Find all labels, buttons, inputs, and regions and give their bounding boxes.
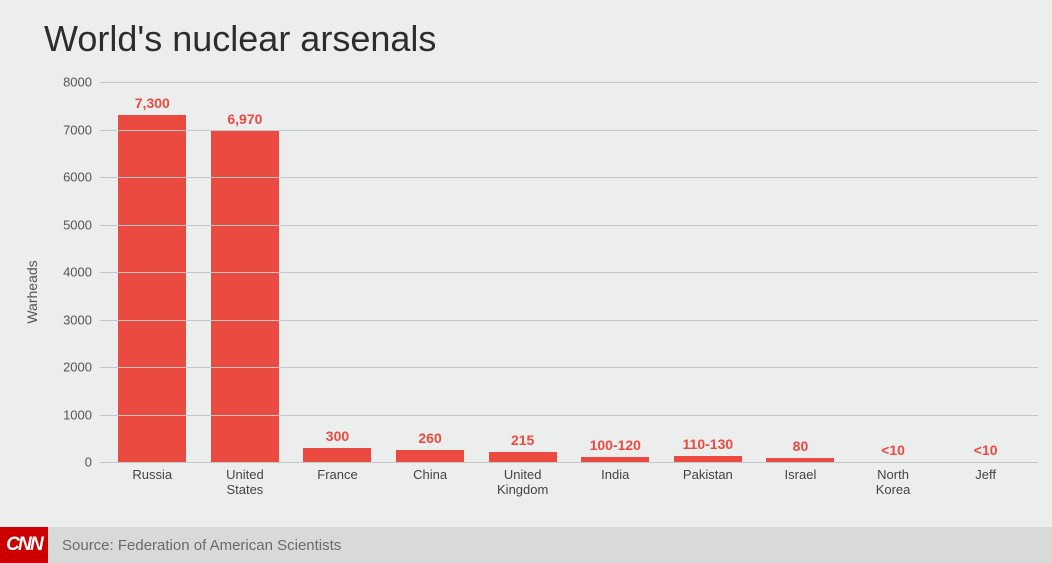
bar <box>396 450 464 462</box>
footer: CNN Source: Federation of American Scien… <box>0 527 1052 563</box>
bar-value-label: 110-130 <box>683 436 734 452</box>
bar-value-label: 100-120 <box>590 437 641 453</box>
bar-value-label: 7,300 <box>135 95 170 111</box>
x-axis-label: India <box>569 462 662 502</box>
ytick-label: 8000 <box>63 75 92 90</box>
x-axis-label: Jeff <box>939 462 1032 502</box>
plot-area: 7,300 6,970 300 260 215 100-120 110-130 80 <10 <1… <box>100 82 1038 462</box>
x-axis-label: France <box>291 462 384 502</box>
source-text: Source: Federation of American Scientist… <box>62 537 341 554</box>
gridline <box>100 320 1038 321</box>
ytick-label: 3000 <box>63 312 92 327</box>
bar-value-label: <10 <box>881 442 905 458</box>
ytick-label: 4000 <box>63 265 92 280</box>
x-axis-label: China <box>384 462 477 502</box>
gridline <box>100 272 1038 273</box>
bar-value-label: <10 <box>974 442 998 458</box>
x-axis-label: UnitedStates <box>199 462 292 502</box>
ytick-label: 7000 <box>63 122 92 137</box>
bar <box>303 448 371 462</box>
chart: Warheads 7,3006,970300260215100-120110-1… <box>44 82 1038 502</box>
x-axis-label: Israel <box>754 462 847 502</box>
x-axis-label: Pakistan <box>662 462 755 502</box>
ytick-label: 6000 <box>63 170 92 185</box>
x-axis-label: UnitedKingdom <box>476 462 569 502</box>
bar-value-label: 260 <box>418 430 441 446</box>
ytick-label: 2000 <box>63 360 92 375</box>
bar <box>118 115 186 462</box>
ytick-label: 1000 <box>63 407 92 422</box>
gridline <box>100 130 1038 131</box>
x-axis-labels: RussiaUnitedStatesFranceChinaUnitedKingd… <box>100 462 1038 502</box>
bar-value-label: 6,970 <box>227 111 262 127</box>
bar <box>489 452 557 462</box>
x-axis-label: Russia <box>106 462 199 502</box>
gridline <box>100 177 1038 178</box>
gridline <box>100 415 1038 416</box>
x-axis-label: NorthKorea <box>847 462 940 502</box>
bar-value-label: 215 <box>511 432 534 448</box>
gridline <box>100 367 1038 368</box>
cnn-logo: CNN <box>0 527 48 563</box>
gridline <box>100 82 1038 83</box>
bar-value-label: 80 <box>793 438 809 454</box>
ytick-label: 0 <box>85 455 92 470</box>
ytick-label: 5000 <box>63 217 92 232</box>
chart-title: World's nuclear arsenals <box>44 18 436 60</box>
y-axis-label: Warheads <box>24 260 40 323</box>
gridline <box>100 225 1038 226</box>
bar-value-label: 300 <box>326 428 349 444</box>
bar <box>211 131 279 462</box>
